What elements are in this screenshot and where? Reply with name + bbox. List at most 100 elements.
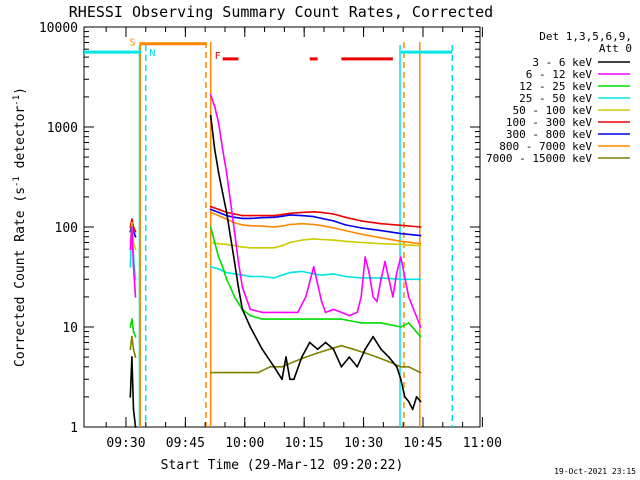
data-point-50-100-kev [312, 238, 315, 240]
axes: 1 10 100 1000 10000 09:30 09:45 10:00 10:15 10:30… [39, 21, 502, 451]
data-point-12-25-kev [261, 318, 264, 320]
legend-entry-label: 12 - 25 keV [519, 80, 592, 93]
x-axis-label: Start Time (29-Mar-12 09:20:22) [161, 458, 404, 473]
data-point-3-6-kev [217, 171, 220, 174]
y-tick-label: 1 [70, 421, 78, 436]
data-point-300-800-kev [209, 208, 212, 211]
data-point-300-800-kev [261, 216, 264, 219]
data-point-12-25-kev [340, 318, 343, 320]
data-point-12-25-kev [131, 318, 133, 320]
data-point-6-12-kev [372, 296, 374, 298]
data-point-3-6-kev [380, 348, 382, 351]
data-point-6-12-kev [392, 296, 394, 298]
data-point-800-7000-kev [320, 224, 323, 227]
data-point-7000-15000-kev [388, 360, 390, 363]
x-tick-label: 10:00 [225, 436, 264, 451]
data-point-6-12-kev [399, 256, 402, 258]
data-point-25-50-kev [281, 274, 283, 276]
data-point-25-50-kev [419, 278, 422, 281]
data-point-7000-15000-kev [233, 371, 236, 374]
data-point-6-12-kev [360, 296, 363, 298]
data-point-100-300-kev [344, 216, 347, 219]
data-point-7000-15000-kev [399, 365, 402, 368]
data-point-100-300-kev [261, 214, 264, 217]
data-point-12-25-kev [129, 326, 132, 328]
data-point-25-50-kev [261, 275, 264, 278]
data-point-50-100-kev [134, 248, 137, 251]
data-point-12-25-kev [229, 286, 232, 289]
data-point-6-12-kev [376, 300, 378, 303]
data-point-3-6-kev [229, 235, 232, 238]
data-point-6-12-kev [419, 326, 422, 328]
data-point-800-7000-kev [419, 242, 422, 245]
data-point-12-25-kev [217, 256, 220, 258]
data-point-7000-15000-kev [316, 352, 319, 354]
data-point-800-7000-kev [281, 225, 283, 228]
data-point-3-6-kev [324, 341, 327, 344]
x-tick-label: 09:30 [106, 436, 145, 451]
y-tick-label: 10000 [39, 21, 78, 36]
y-label-sup-2: -1 [12, 95, 22, 106]
data-point-7000-15000-kev [245, 371, 248, 374]
data-point-100-300-kev [233, 213, 236, 215]
data-point-12-25-kev [209, 226, 212, 228]
data-point-25-50-kev [209, 265, 212, 268]
data-point-3-6-kev [261, 348, 264, 351]
data-point-25-50-kev [344, 275, 347, 278]
data-point-3-6-kev [399, 378, 402, 381]
data-point-300-800-kev [312, 215, 315, 218]
data-point-50-100-kev [273, 246, 275, 249]
data-point-6-12-kev [209, 93, 212, 96]
data-point-3-6-kev [340, 365, 343, 368]
data-point-7000-15000-kev [419, 371, 422, 374]
data-point-100-300-kev [320, 211, 323, 214]
data-point-25-50-kev [289, 271, 291, 274]
data-point-25-50-kev [360, 277, 363, 279]
data-point-100-300-kev [281, 213, 283, 216]
data-point-300-800-kev [300, 214, 303, 217]
series-line-12-25-kev [129, 318, 137, 337]
x-tick-label: 10:15 [285, 436, 324, 451]
data-point-100-300-kev [209, 205, 212, 208]
data-point-100-300-kev [289, 212, 291, 215]
data-point-3-6-kev [411, 408, 414, 411]
data-point-100-300-kev [380, 222, 382, 225]
data-point-300-800-kev [332, 220, 335, 222]
data-point-3-6-kev [281, 378, 283, 381]
data-point-800-7000-kev [380, 236, 382, 239]
data-point-12-25-kev [300, 318, 303, 320]
data-point-6-12-kev [285, 311, 287, 314]
data-point-6-12-kev [221, 148, 224, 151]
data-point-100-300-kev [332, 213, 335, 215]
data-point-300-800-kev [289, 214, 291, 216]
data-point-12-25-kev [399, 326, 402, 328]
data-point-3-6-kev [316, 348, 319, 351]
data-point-7000-15000-kev [352, 348, 355, 351]
data-point-12-25-kev [213, 241, 216, 244]
data-point-6-12-kev [225, 171, 228, 174]
data-point-50-100-kev [281, 244, 283, 247]
y-label-part-1: Corrected Count Rate (s [13, 187, 28, 367]
data-point-100-300-kev [134, 230, 137, 233]
data-point-3-6-kev [308, 341, 311, 344]
data-point-3-6-kev [419, 400, 422, 403]
data-point-25-50-kev [233, 273, 236, 275]
legend-entry-label: 50 - 100 keV [513, 104, 593, 117]
data-point-50-100-kev [249, 246, 252, 249]
data-point-3-6-kev [395, 365, 398, 368]
data-point-12-25-kev [419, 335, 422, 338]
data-point-6-12-kev [229, 200, 232, 203]
data-point-7000-15000-kev [407, 365, 410, 368]
data-point-300-800-kev [249, 217, 252, 220]
data-point-800-7000-kev [273, 226, 275, 228]
data-point-100-300-kev [131, 218, 133, 221]
data-point-6-12-kev [368, 271, 370, 274]
data-point-12-25-kev [225, 278, 228, 281]
data-point-50-100-kev [380, 242, 382, 245]
data-point-300-800-kev [233, 216, 236, 219]
data-point-300-800-kev [380, 229, 382, 232]
data-point-800-7000-kev [332, 227, 335, 229]
data-point-3-6-kev [132, 408, 135, 411]
data-point-7000-15000-kev [340, 344, 343, 347]
data-point-6-12-kev [237, 260, 240, 263]
